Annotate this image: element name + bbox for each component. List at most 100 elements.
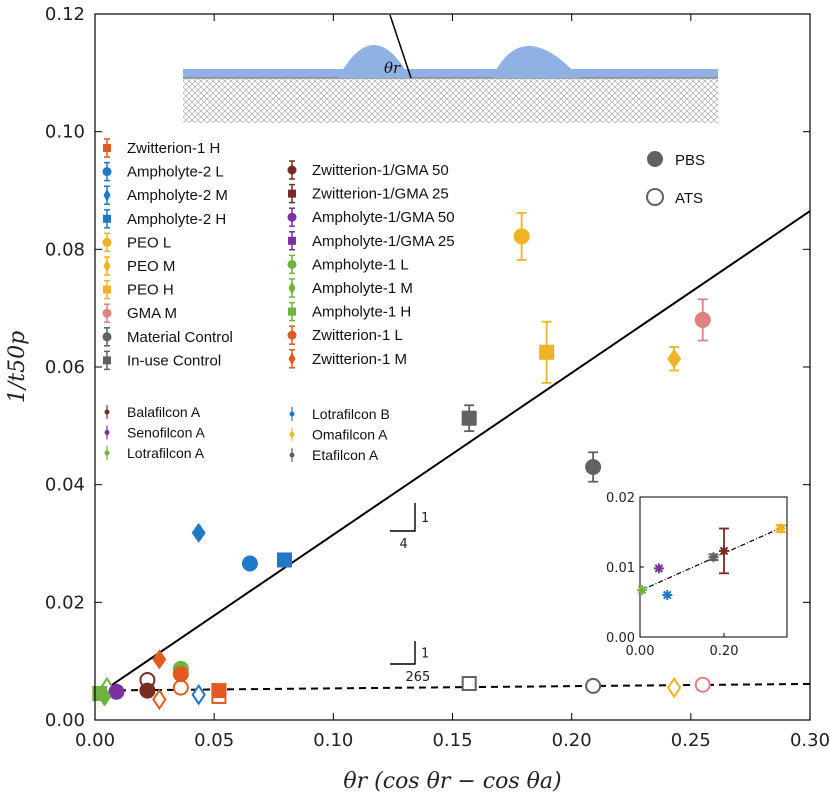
legend-label: Omafilcon A (312, 427, 388, 443)
legend-label: Ampholyte-1 L (312, 256, 409, 273)
legend-label: GMA M (127, 305, 177, 322)
legend-label: PEO M (127, 258, 175, 275)
droplet-right (492, 46, 580, 78)
legend-label: PEO H (127, 282, 174, 299)
legend-entry-zwitterion-1-l: Zwitterion-1 L (287, 325, 403, 345)
legend-entry-ampholyte-2-l: Ampholyte-2 L (102, 161, 224, 182)
inset-point-lotrafilcon-a (637, 585, 648, 596)
legend-entry-material-control: Material Control (102, 327, 233, 347)
slope-run-label: 4 (400, 537, 408, 552)
ats-point-zwitterion-1-l (172, 679, 189, 696)
legend-entry-etafilcon-a: Etafilcon A (289, 447, 379, 463)
x-axis-label: θr (cos θr − cos θa) (343, 769, 561, 794)
inset-point-lotrafilcon-b (662, 590, 673, 600)
legend-entry-senofilcon-a: Senofilcon A (104, 425, 205, 441)
y-tick-label: 0.10 (45, 122, 85, 143)
ats-point-gma-m (694, 676, 711, 693)
legend-label: Zwitterion-1/GMA 50 (312, 162, 449, 179)
theta-r-label: θr (384, 59, 401, 77)
legend-label: Ampholyte-1 M (312, 280, 413, 297)
legend-entry-peo-m: PEO M (103, 256, 175, 276)
legend-entry-ampholyte-2-h: Ampholyte-2 H (103, 209, 226, 229)
legend-entry-ampholyte-1-h: Ampholyte-1 H (288, 301, 411, 322)
legend-entry-peo-l: PEO L (102, 232, 171, 253)
y-tick-label: 0.06 (45, 357, 85, 378)
legend-entry-ampholyte-1-m: Ampholyte-1 M (288, 278, 413, 298)
x-tick-label: 0.00 (75, 730, 115, 751)
tangent-line (389, 14, 412, 79)
medium-legend-pbs: PBS (647, 151, 705, 169)
legend-entry-lotrafilcon-b: Lotrafilcon B (289, 406, 390, 422)
inset-frame (639, 496, 788, 638)
pbs-point-in-use-control (461, 410, 477, 426)
legend: Zwitterion-1 H Ampholyte-2 L Ampholyte-2 M… (102, 138, 705, 463)
x-tick-label: 0.10 (313, 730, 353, 751)
ats-point-ampholyte-2-m (191, 683, 206, 706)
legend-label: PEO L (127, 234, 171, 251)
fit-lines (94, 210, 811, 698)
pbs-point-ampholyte-2-h (276, 552, 292, 568)
ats-point-peo-m (666, 676, 682, 699)
axes: 0.00 0.05 0.10 0.15 0.20 0.25 0.30 0.00 0.02 0.04… (5, 4, 830, 794)
legend-entry-omafilcon-a: Omafilcon A (289, 427, 388, 443)
y-tick-label: 0.02 (45, 592, 85, 613)
x-tick-label: 0.30 (790, 730, 830, 751)
legend-entry-zwitterion-1-m: Zwitterion-1 M (288, 349, 407, 369)
legend-entry-ampholyte-2-m: Ampholyte-2 M (103, 185, 228, 205)
ats-point-material-control (585, 677, 602, 694)
legend-label: Zwitterion-1 H (127, 140, 220, 157)
legend-label: Ampholyte-1/GMA 50 (312, 209, 455, 226)
legend-entry-zwitterion-1-gma-50: Zwitterion-1/GMA 50 (287, 160, 449, 180)
legend-label: PBS (675, 152, 705, 169)
y-tick-label: 0.12 (45, 4, 85, 25)
legend-label: Ampholyte-2 M (127, 187, 228, 204)
medium-legend-ats: ATS (646, 188, 703, 207)
legend-entry-ampholyte-1-gma-50: Ampholyte-1/GMA 50 (287, 207, 455, 227)
legend-label: Zwitterion-1 M (312, 351, 407, 368)
pbs-point-zwitterion-1-l (172, 666, 189, 683)
inset-y-tick-label: 0.02 (606, 491, 635, 506)
pbs-point-ampholyte-1-h (92, 686, 108, 702)
inset-point-etafilcon-a (708, 552, 719, 563)
legend-label: Lotrafilcon A (127, 445, 205, 461)
inset-point-omafilcon-a (775, 523, 786, 534)
ats-slope-triangle: 1 265 (390, 641, 430, 685)
pbs-point-zwitterion-1-h (211, 683, 227, 699)
x-tick-label: 0.15 (432, 730, 472, 751)
ats-point-in-use-control (461, 676, 477, 692)
inset-y-tick-label: 0.01 (606, 561, 635, 576)
inset-x-tick-label: 0.00 (626, 644, 655, 659)
legend-label: Material Control (127, 329, 233, 346)
slope-run-label: 265 (406, 670, 431, 685)
legend-entry-ampholyte-1-gma-25: Ampholyte-1/GMA 25 (288, 231, 455, 251)
pbs-point-peo-l (513, 228, 530, 245)
slope-rise-label: 1 (421, 511, 429, 526)
legend-label: Zwitterion-1/GMA 25 (312, 186, 449, 203)
x-tick-label: 0.25 (671, 730, 711, 751)
ats-point-zwitterion-1-m (152, 688, 167, 711)
inset-point-balafilcon-a (719, 545, 729, 556)
legend-entry-lotrafilcon-a: Lotrafilcon A (104, 445, 205, 461)
pbs-point-ampholyte-2-l (241, 555, 258, 572)
y-tick-label: 0.00 (45, 710, 85, 731)
legend-entry-gma-m: GMA M (102, 303, 177, 323)
x-tick-label: 0.20 (552, 730, 592, 751)
legend-label: Zwitterion-1 L (312, 327, 403, 344)
pbs-point-ampholyte-1-gma-50 (108, 683, 125, 700)
legend-label: Ampholyte-1 H (312, 304, 411, 321)
pbs-slope-triangle: 14 (390, 503, 429, 552)
pbs-point-zwitterion-1-m (152, 649, 167, 670)
droplet-left (338, 45, 410, 78)
legend-label: Lotrafilcon B (312, 406, 390, 422)
legend-label: Senofilcon A (127, 425, 205, 441)
slope-rise-label: 1 (421, 647, 429, 662)
legend-label: Etafilcon A (312, 447, 379, 463)
pbs-point-zwitterion-1-gma-50 (139, 682, 156, 699)
legend-label: Ampholyte-2 L (127, 164, 224, 181)
pbs-point-peo-h (539, 344, 555, 360)
pbs-point-material-control (585, 459, 602, 476)
legend-entry-balafilcon-a: Balafilcon A (104, 404, 201, 420)
pbs-point-ampholyte-2-m (191, 522, 206, 543)
legend-entry-zwitterion-1-h: Zwitterion-1 H (103, 138, 220, 158)
